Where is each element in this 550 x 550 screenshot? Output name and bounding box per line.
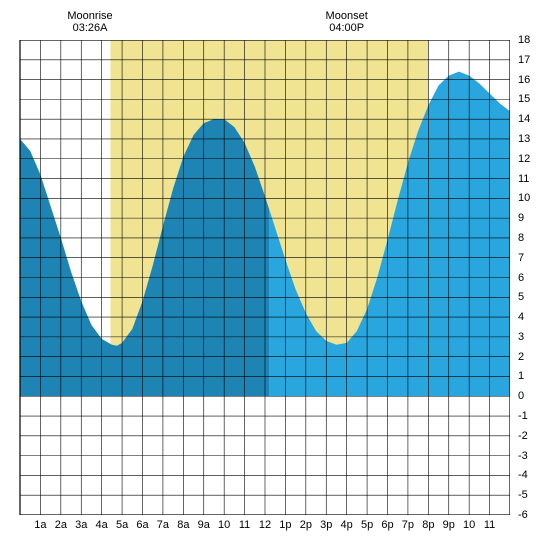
y-tick: 9 [518, 212, 524, 224]
x-tick: 11 [484, 519, 495, 531]
y-tick: 3 [518, 331, 524, 343]
tide-chart: Moonrise 03:26A Moonset 04:00P -6 -5 -4 -3 -… [10, 10, 540, 539]
y-tick: 17 [518, 54, 530, 66]
x-tick: 2p [300, 519, 312, 531]
x-tick: 7p [402, 519, 414, 531]
x-tick: 3a [75, 519, 87, 531]
y-tick: -6 [518, 509, 528, 521]
y-tick: 14 [518, 113, 530, 125]
y-tick: 4 [518, 311, 524, 323]
x-tick: 3p [320, 519, 332, 531]
y-tick: 11 [518, 173, 529, 185]
y-tick: 15 [518, 93, 530, 105]
x-tick: 1p [279, 519, 291, 531]
y-tick: -2 [518, 430, 528, 442]
y-tick: 16 [518, 74, 530, 86]
y-tick: 18 [518, 34, 530, 46]
y-tick: 13 [518, 133, 530, 145]
x-tick: 8p [422, 519, 434, 531]
y-tick: -1 [518, 410, 528, 422]
x-tick: 4p [341, 519, 353, 531]
x-tick: 10 [218, 519, 230, 531]
x-tick: 9a [198, 519, 210, 531]
moonrise-title: Moonrise [67, 10, 112, 22]
moonrise-label: Moonrise 03:26A [67, 10, 112, 34]
moonset-time: 04:00P [326, 22, 368, 34]
y-tick: 10 [518, 192, 530, 204]
y-tick: 8 [518, 232, 524, 244]
y-tick: 0 [518, 390, 524, 402]
y-tick: 1 [518, 370, 524, 382]
plot-area [10, 40, 510, 515]
x-tick: 5p [361, 519, 373, 531]
x-tick: 6a [136, 519, 148, 531]
y-axis: -6-5-4-3-2-10123456789101112131415161718 [518, 40, 540, 515]
moonset-title: Moonset [326, 10, 368, 22]
x-tick: 4a [96, 519, 108, 531]
moonset-label: Moonset 04:00P [326, 10, 368, 34]
y-tick: 6 [518, 272, 524, 284]
y-tick: -3 [518, 450, 528, 462]
x-tick: 1a [34, 519, 46, 531]
x-tick: 6p [381, 519, 393, 531]
y-tick: -5 [518, 489, 528, 501]
y-tick: 7 [518, 252, 524, 264]
x-tick: 12 [259, 519, 271, 531]
top-labels: Moonrise 03:26A Moonset 04:00P [10, 10, 540, 40]
x-tick: 9p [443, 519, 455, 531]
y-tick: -4 [518, 469, 528, 481]
x-tick: 2a [55, 519, 67, 531]
x-tick: 11 [239, 519, 250, 531]
y-tick: 12 [518, 153, 530, 165]
x-tick: 7a [157, 519, 169, 531]
moonrise-time: 03:26A [67, 22, 112, 34]
x-tick: 8a [177, 519, 189, 531]
x-tick: 5a [116, 519, 128, 531]
x-tick: 10 [463, 519, 475, 531]
y-tick: 5 [518, 291, 524, 303]
x-axis: 1a 2a 3a 4a 5a 6a 7a 8a 9a 10 11 12 1p 2p 3p 4p 5p 6p 7p 8p… [10, 519, 510, 539]
y-tick: 2 [518, 351, 524, 363]
